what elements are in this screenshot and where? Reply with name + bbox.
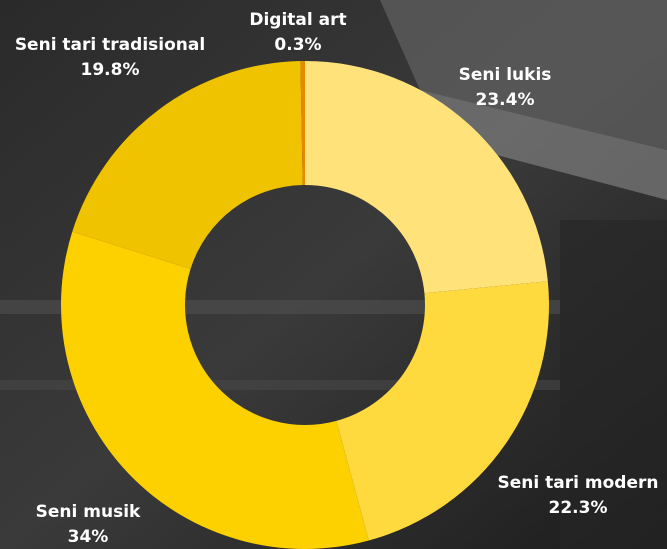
slice (300, 61, 305, 186)
slice (61, 231, 369, 549)
slice (305, 61, 548, 294)
slice-label: Seni musik (36, 502, 141, 522)
slice-label: Seni tari modern (498, 473, 659, 493)
donut (61, 61, 549, 549)
slice-label: Seni tari tradisional (15, 35, 205, 55)
value-label: 19.8% (81, 60, 140, 80)
value-label: 0.3% (274, 35, 321, 55)
value-label: 22.3% (549, 498, 608, 518)
slice (72, 61, 303, 269)
slice-label: Digital art (249, 10, 346, 30)
value-label: 23.4% (476, 90, 535, 110)
slice (336, 281, 549, 541)
value-label: 34% (68, 527, 109, 547)
slice-label: Seni lukis (459, 65, 552, 85)
